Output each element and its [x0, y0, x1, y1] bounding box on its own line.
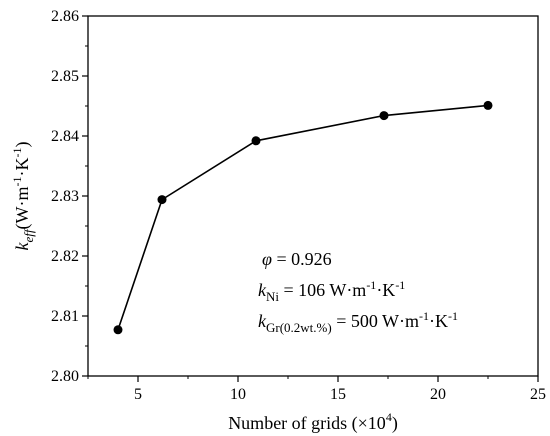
x-tick-label: 25 [530, 386, 546, 403]
annotation-phi: φ = 0.926 [262, 249, 332, 269]
y-tick-label: 2.82 [51, 248, 79, 265]
annotation-k-ni: kNi = 106 W·m-1·K-1 [258, 278, 405, 304]
x-axis-title: Number of grids (×104) [228, 410, 398, 434]
x-axis-ticks: 5 10 15 20 25 [87, 376, 546, 403]
x-tick-label: 20 [430, 386, 446, 403]
y-tick-label: 2.81 [51, 308, 79, 325]
data-point [251, 136, 261, 146]
y-axis-title: keff(W·m-1·K-1) [10, 142, 36, 251]
x-tick-label: 10 [230, 386, 246, 403]
y-tick-label: 2.85 [51, 68, 79, 85]
data-point [379, 111, 389, 121]
y-tick-label: 2.83 [51, 188, 79, 205]
x-tick-label: 15 [330, 386, 346, 403]
data-point [483, 100, 493, 110]
data-points [113, 100, 493, 335]
data-point [113, 325, 123, 335]
y-tick-label: 2.84 [51, 128, 79, 145]
y-axis-ticks: 2.80 2.81 2.82 2.83 2.84 2.85 2.86 [51, 8, 88, 385]
annotation-k-gr: kGr(0.2wt.%) = 500 W·m-1·K-1 [258, 309, 458, 335]
y-tick-label: 2.86 [51, 8, 79, 25]
y-tick-label: 2.80 [51, 368, 79, 385]
data-point [157, 195, 167, 205]
x-tick-label: 5 [134, 386, 142, 403]
